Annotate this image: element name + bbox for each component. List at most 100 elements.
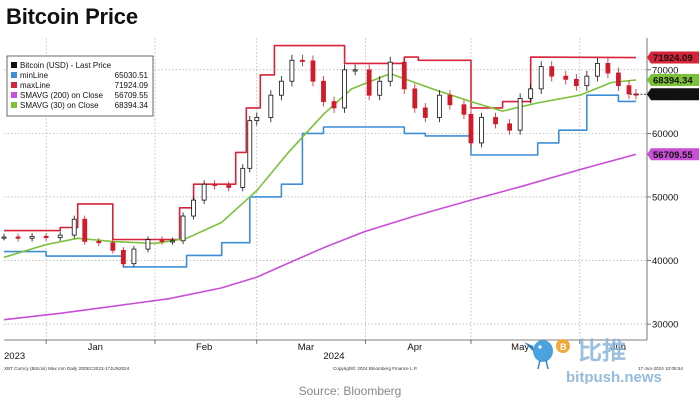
candle-body bbox=[180, 215, 186, 242]
candle-body bbox=[412, 88, 418, 109]
legend-label: maxLine bbox=[20, 81, 51, 90]
y-tick-layer: 30000 40000 50000 60000 70000 bbox=[647, 65, 678, 331]
candle-body bbox=[159, 239, 165, 242]
legend-value: 65030.51 bbox=[115, 71, 149, 80]
y-tick-label: 50000 bbox=[652, 192, 678, 203]
candle-body bbox=[96, 241, 102, 244]
candle-body bbox=[247, 120, 253, 169]
candle-body bbox=[254, 117, 260, 122]
candle-body bbox=[240, 167, 246, 188]
legend-swatch bbox=[11, 82, 17, 88]
candle-body bbox=[268, 94, 274, 118]
x-tick-layer: Jan Feb Mar Apr May Jun 2023 2024 bbox=[4, 340, 626, 362]
candle-body bbox=[15, 236, 21, 239]
candle-body bbox=[300, 59, 305, 62]
value-tag-bg bbox=[647, 73, 699, 86]
value-tag: 66154.25 bbox=[647, 88, 699, 101]
candle-body bbox=[605, 63, 611, 74]
y-tick-label: 70000 bbox=[652, 65, 678, 76]
legend-value: 68394.34 bbox=[115, 101, 149, 110]
footer-right: 17-Jun-2024 10:05:54 bbox=[638, 366, 683, 371]
year-label: 2024 bbox=[323, 351, 344, 362]
value-tag-layer: 71924.09 68394.34 66154.25 56709.55 bbox=[647, 51, 699, 161]
bitcoin-chart: 30000 40000 50000 60000 70000 Jan Feb Mar Apr Ma… bbox=[1, 38, 699, 384]
x-tick-label: Jan bbox=[88, 342, 103, 353]
candle-body bbox=[377, 80, 383, 96]
legend-box bbox=[6, 55, 154, 117]
candle-body bbox=[366, 69, 372, 96]
candle-body bbox=[563, 75, 569, 80]
value-tag-bg bbox=[647, 148, 699, 161]
candle-body bbox=[461, 104, 467, 115]
candle-body bbox=[289, 59, 295, 82]
bitpush-watermark: B 比推 bitpush.news bbox=[524, 338, 662, 384]
candle-body bbox=[226, 185, 232, 188]
candle-body bbox=[436, 94, 442, 118]
candle-body bbox=[331, 101, 337, 109]
legend-items: minLine 65030.51 maxLine 71924.09 SMAVG (200… bbox=[11, 71, 149, 110]
series-line-minline bbox=[4, 94, 636, 268]
candle-body bbox=[352, 69, 358, 72]
candle-body bbox=[573, 78, 579, 87]
candle-body bbox=[528, 88, 534, 99]
legend-value: 71924.09 bbox=[115, 81, 149, 90]
legend: Bitcoin (USD) - Last Price minLine 65030.… bbox=[6, 55, 154, 117]
candle-body bbox=[517, 98, 523, 131]
candle-body bbox=[549, 66, 555, 77]
legend-label: SMAVG (200) on Close bbox=[20, 91, 104, 100]
x-tick-label: May bbox=[511, 342, 529, 353]
candle-body bbox=[131, 248, 137, 265]
legend-swatch bbox=[11, 92, 17, 98]
candle-body bbox=[493, 117, 498, 125]
value-tag-label: 71924.09 bbox=[653, 53, 693, 64]
x-tick-label: Mar bbox=[298, 342, 314, 353]
candle-body bbox=[145, 239, 151, 250]
value-tag-label: 68394.34 bbox=[653, 75, 693, 86]
legend-value: 56709.55 bbox=[115, 91, 149, 100]
legend-swatch bbox=[11, 72, 17, 78]
y-tick-label: 60000 bbox=[652, 129, 678, 140]
grid-layer bbox=[4, 38, 647, 340]
candle-body bbox=[278, 80, 284, 96]
candle-body bbox=[447, 94, 453, 106]
value-tag-bg bbox=[647, 88, 699, 101]
watermark-cn: 比推 bbox=[578, 338, 626, 365]
watermark-en: bitpush.news bbox=[566, 369, 662, 384]
candle-body bbox=[71, 218, 77, 236]
candle-body bbox=[321, 80, 326, 102]
footer-left: XBT Curncy (Bitcoin) Max mm Daily 20DEC2… bbox=[4, 366, 130, 371]
legend-swatch-last bbox=[11, 62, 17, 68]
x-tick-label: Feb bbox=[196, 342, 212, 353]
x-tick-label: Apr bbox=[407, 342, 422, 353]
candle-body bbox=[584, 75, 590, 87]
source-note: Source: Bloomberg bbox=[298, 384, 402, 398]
candle-body bbox=[387, 61, 393, 82]
candle-body bbox=[479, 117, 484, 144]
candle-body bbox=[594, 63, 600, 77]
candle-body bbox=[191, 199, 197, 217]
candle-body bbox=[342, 69, 347, 109]
value-tag-bg bbox=[647, 51, 699, 64]
footer-center: Copyright© 2024 Bloomberg Finance L.P. bbox=[333, 365, 418, 371]
series-line-smavg-200-on-close bbox=[3, 153, 637, 321]
value-tag: 71924.09 bbox=[647, 51, 699, 64]
candle-body bbox=[29, 235, 35, 239]
candle-layer bbox=[1, 54, 647, 267]
candle-body bbox=[82, 218, 88, 242]
value-tag-label: 56709.55 bbox=[653, 150, 693, 161]
x-tick-label: Jun bbox=[611, 342, 626, 353]
candle-body bbox=[170, 240, 175, 243]
value-tag-label: 66154.25 bbox=[653, 90, 693, 101]
candle-body bbox=[43, 235, 49, 239]
bird-logo-icon: B bbox=[524, 339, 570, 370]
candle-body bbox=[422, 107, 428, 118]
candle-body bbox=[538, 66, 544, 90]
series-line-maxline bbox=[4, 44, 637, 241]
candle-body bbox=[616, 72, 621, 87]
candle-body bbox=[120, 249, 126, 265]
candle-body bbox=[212, 183, 218, 186]
value-tag: 56709.55 bbox=[647, 148, 699, 161]
candle-body bbox=[468, 113, 474, 144]
candle-body bbox=[57, 234, 63, 239]
candle-body bbox=[626, 85, 632, 95]
